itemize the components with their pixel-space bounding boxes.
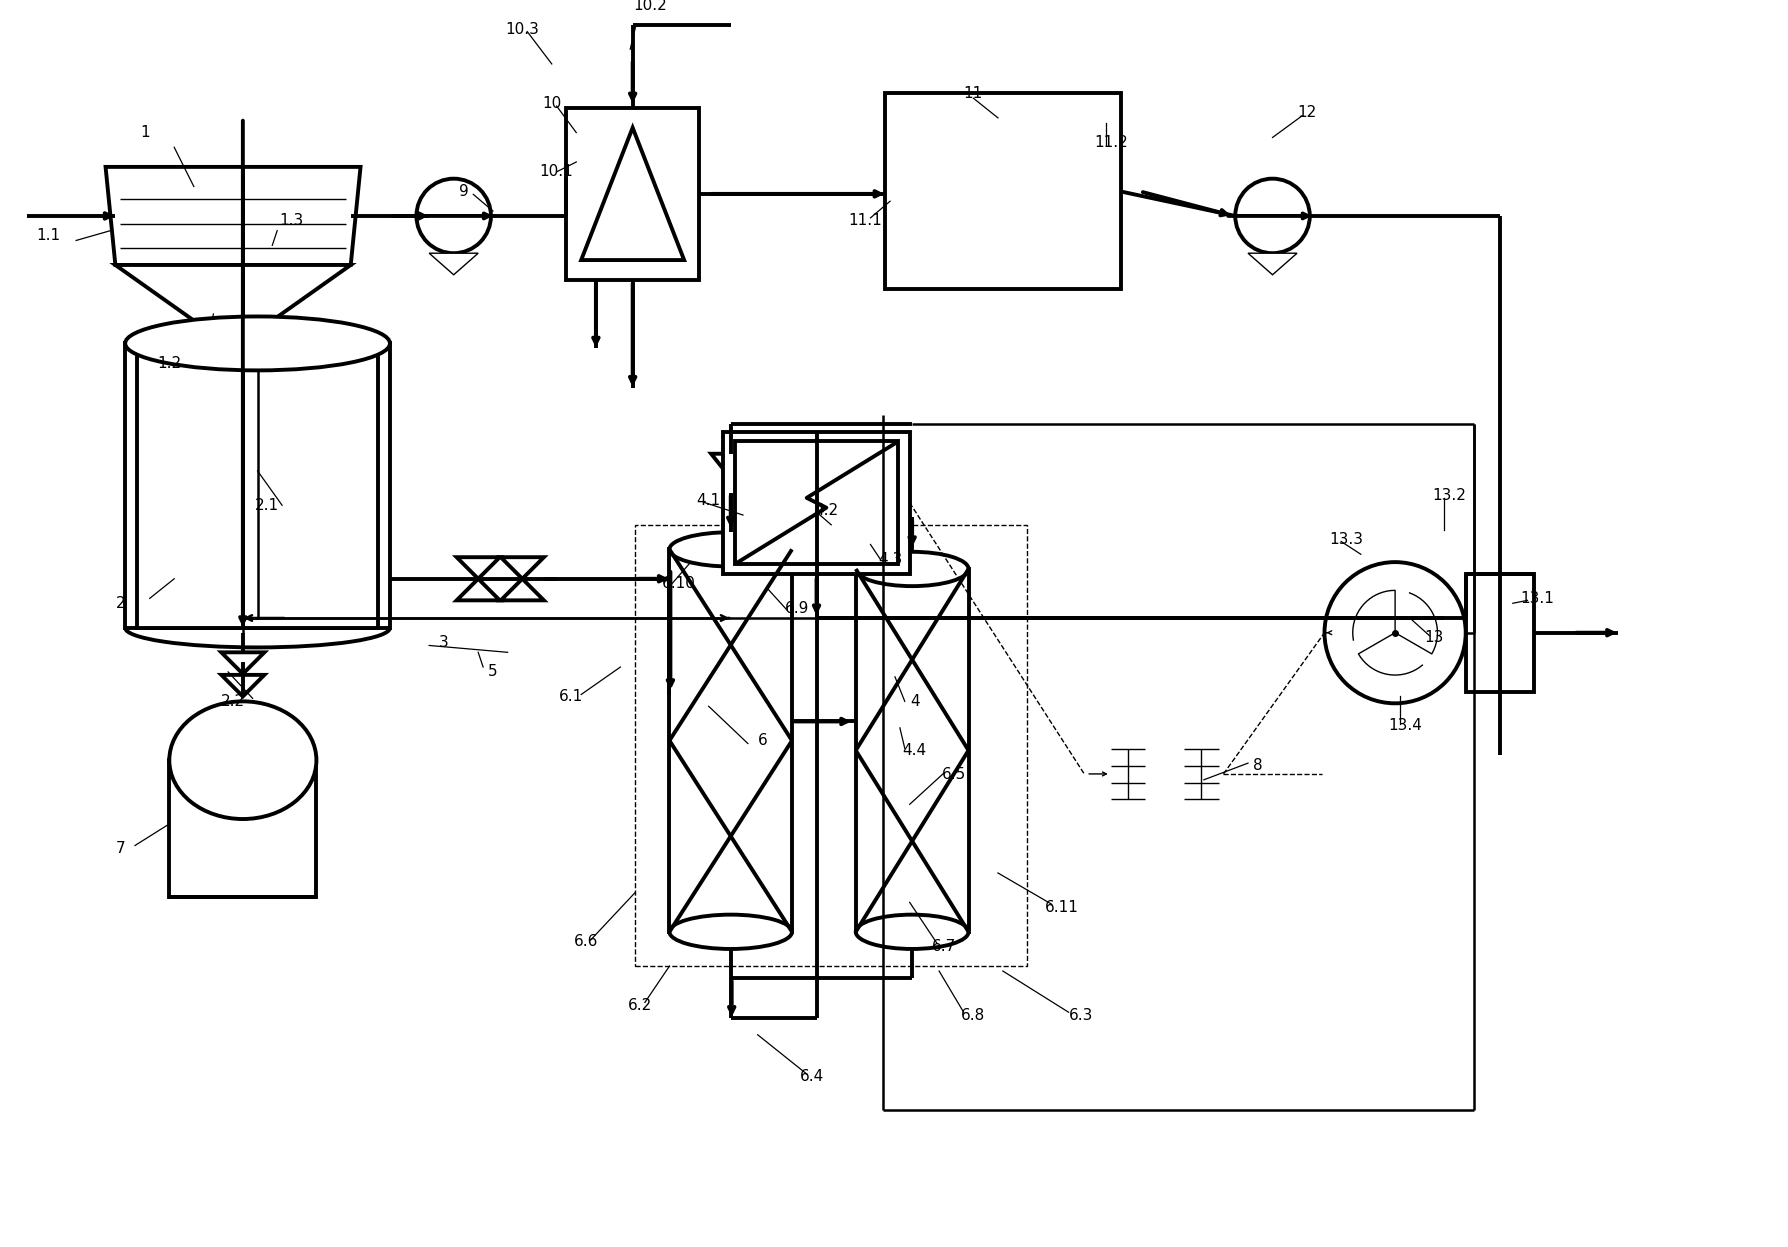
Text: 6.8: 6.8 [962, 1008, 985, 1023]
Text: 6.4: 6.4 [799, 1070, 824, 1085]
Bar [567, 108, 699, 279]
Circle shape [417, 178, 492, 253]
Text: 6.1: 6.1 [560, 688, 583, 705]
Text: 6: 6 [758, 733, 767, 748]
Text: 10.2: 10.2 [633, 0, 667, 12]
Bar [669, 550, 792, 932]
Polygon shape [116, 264, 350, 348]
Bar [635, 525, 1028, 966]
Text: 6.9: 6.9 [785, 601, 810, 616]
Text: 11.2: 11.2 [1094, 135, 1128, 150]
Ellipse shape [669, 532, 792, 566]
Text: 11.1: 11.1 [849, 213, 883, 228]
Text: 4.2: 4.2 [814, 503, 839, 518]
Text: 2.1: 2.1 [256, 498, 279, 513]
Polygon shape [429, 253, 477, 274]
Text: 1.1: 1.1 [36, 228, 61, 243]
Text: 4.3: 4.3 [878, 551, 903, 566]
Text: 4: 4 [910, 693, 919, 708]
Polygon shape [501, 579, 544, 600]
Circle shape [1236, 178, 1311, 253]
Text: 5: 5 [488, 665, 497, 680]
Text: 1.2: 1.2 [157, 355, 181, 370]
Text: 13: 13 [1425, 630, 1445, 645]
Text: 6.10: 6.10 [662, 576, 696, 591]
Text: 13.3: 13.3 [1328, 532, 1362, 547]
Text: 9: 9 [460, 183, 468, 200]
Text: 10.3: 10.3 [506, 22, 540, 37]
Ellipse shape [856, 914, 969, 949]
Polygon shape [1248, 253, 1296, 274]
Bar [856, 569, 969, 932]
Text: 13.4: 13.4 [1387, 718, 1421, 733]
Text: 13.2: 13.2 [1432, 488, 1466, 503]
Text: 2: 2 [116, 596, 125, 611]
Ellipse shape [170, 701, 316, 819]
Bar [885, 94, 1121, 289]
Ellipse shape [125, 317, 390, 370]
Text: 2.2: 2.2 [222, 693, 245, 708]
Text: 1: 1 [139, 125, 150, 140]
Polygon shape [222, 675, 265, 697]
Circle shape [1325, 562, 1466, 703]
Ellipse shape [669, 914, 792, 949]
Text: 10.1: 10.1 [540, 165, 574, 180]
Text: 6.11: 6.11 [1044, 900, 1078, 915]
Bar [170, 761, 316, 898]
Text: 13.1: 13.1 [1520, 591, 1554, 606]
Polygon shape [456, 579, 501, 600]
Bar [1466, 574, 1534, 692]
Polygon shape [581, 127, 685, 261]
Text: 10: 10 [542, 96, 561, 111]
Text: 4.1: 4.1 [697, 493, 721, 508]
Polygon shape [501, 557, 544, 579]
Text: 6.7: 6.7 [932, 939, 957, 954]
Text: 6.3: 6.3 [1069, 1008, 1094, 1023]
Text: 6.6: 6.6 [574, 934, 599, 949]
Ellipse shape [856, 552, 969, 586]
Bar [138, 342, 379, 627]
Bar [735, 441, 898, 564]
Polygon shape [222, 652, 265, 673]
Polygon shape [712, 454, 751, 479]
Text: 8: 8 [1253, 758, 1262, 773]
Text: 6.2: 6.2 [628, 998, 653, 1013]
Polygon shape [105, 167, 361, 264]
Text: 6.5: 6.5 [942, 767, 966, 782]
Text: 7: 7 [116, 840, 125, 855]
Bar [724, 431, 910, 574]
Text: 11: 11 [964, 86, 983, 101]
Text: 3: 3 [440, 635, 449, 650]
Text: 4.4: 4.4 [903, 743, 926, 758]
Text: 1.3: 1.3 [279, 213, 304, 228]
Text: 12: 12 [1298, 106, 1316, 121]
Polygon shape [456, 557, 501, 579]
Bar [125, 343, 390, 627]
